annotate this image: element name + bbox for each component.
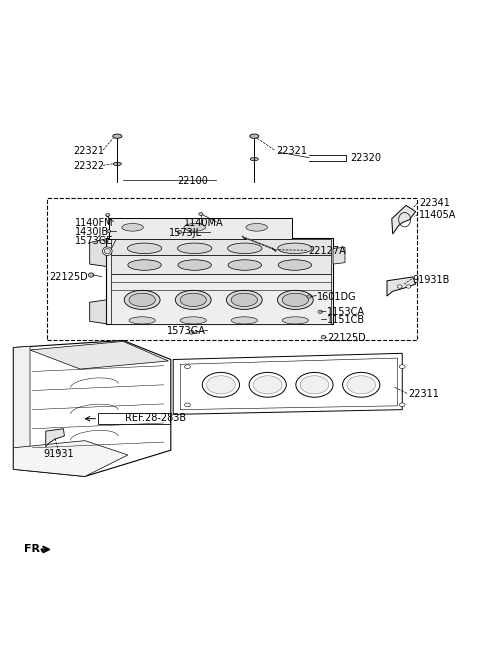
Ellipse shape <box>185 365 191 369</box>
Ellipse shape <box>397 285 402 288</box>
Ellipse shape <box>399 403 405 407</box>
Text: 11405A: 11405A <box>419 210 456 220</box>
Ellipse shape <box>103 247 112 256</box>
Text: 1601DG: 1601DG <box>317 292 357 302</box>
Text: 1573JL: 1573JL <box>169 228 203 238</box>
Ellipse shape <box>88 273 94 277</box>
Ellipse shape <box>189 330 194 334</box>
Polygon shape <box>392 206 416 234</box>
Polygon shape <box>111 273 331 324</box>
Text: 22321: 22321 <box>276 146 307 156</box>
Text: REF.28-283B: REF.28-283B <box>124 413 186 423</box>
Ellipse shape <box>278 260 312 270</box>
Ellipse shape <box>127 243 162 254</box>
Bar <box>47 198 417 340</box>
Polygon shape <box>111 254 331 273</box>
Ellipse shape <box>202 373 240 397</box>
Ellipse shape <box>307 295 312 298</box>
Polygon shape <box>90 300 107 324</box>
Ellipse shape <box>321 335 326 339</box>
Ellipse shape <box>107 230 111 233</box>
Ellipse shape <box>231 317 257 324</box>
Text: FR.: FR. <box>24 544 45 554</box>
Ellipse shape <box>253 376 282 394</box>
Ellipse shape <box>250 158 258 161</box>
Ellipse shape <box>184 223 205 231</box>
Ellipse shape <box>343 373 380 397</box>
Polygon shape <box>13 441 128 476</box>
Text: 22125D: 22125D <box>327 333 366 343</box>
Ellipse shape <box>228 260 262 270</box>
Ellipse shape <box>277 290 313 309</box>
Ellipse shape <box>228 243 262 254</box>
Text: 1140FM: 1140FM <box>75 217 114 227</box>
Polygon shape <box>30 342 168 369</box>
Ellipse shape <box>106 214 110 216</box>
Ellipse shape <box>347 376 375 394</box>
Text: 22322: 22322 <box>73 161 104 171</box>
Ellipse shape <box>399 365 405 369</box>
Ellipse shape <box>250 134 259 139</box>
Text: 1140MA: 1140MA <box>184 217 223 227</box>
Text: 22321: 22321 <box>73 146 104 156</box>
Text: 1573GA: 1573GA <box>167 327 206 336</box>
Polygon shape <box>333 248 345 264</box>
Ellipse shape <box>129 317 156 324</box>
Ellipse shape <box>124 290 160 309</box>
Text: 22100: 22100 <box>177 175 208 185</box>
Ellipse shape <box>246 223 267 231</box>
Polygon shape <box>173 353 402 415</box>
Ellipse shape <box>180 293 206 307</box>
Ellipse shape <box>122 223 144 231</box>
Text: 1430JB: 1430JB <box>75 227 109 237</box>
Polygon shape <box>111 238 331 254</box>
Ellipse shape <box>177 231 181 234</box>
Ellipse shape <box>318 310 323 313</box>
Polygon shape <box>109 217 292 238</box>
Ellipse shape <box>113 134 122 139</box>
Ellipse shape <box>249 373 286 397</box>
Text: 91931B: 91931B <box>413 275 450 285</box>
Ellipse shape <box>206 376 235 394</box>
Polygon shape <box>90 238 107 267</box>
Ellipse shape <box>282 293 309 307</box>
Text: 1151CB: 1151CB <box>327 315 365 325</box>
Ellipse shape <box>227 290 262 309</box>
Polygon shape <box>46 429 64 447</box>
Ellipse shape <box>175 290 211 309</box>
Text: 22311: 22311 <box>408 390 439 399</box>
Polygon shape <box>13 346 30 469</box>
Ellipse shape <box>300 376 329 394</box>
Text: 22127A: 22127A <box>308 246 346 256</box>
Text: 22341: 22341 <box>419 198 450 208</box>
Text: 1153CA: 1153CA <box>327 307 365 317</box>
Ellipse shape <box>128 260 161 270</box>
Ellipse shape <box>178 243 212 254</box>
Ellipse shape <box>113 162 121 166</box>
Ellipse shape <box>180 317 206 324</box>
Ellipse shape <box>199 212 203 215</box>
Polygon shape <box>107 238 333 324</box>
Text: 91931: 91931 <box>43 449 74 459</box>
Ellipse shape <box>185 403 191 407</box>
Ellipse shape <box>104 248 110 254</box>
Ellipse shape <box>129 293 156 307</box>
Ellipse shape <box>406 285 411 288</box>
Ellipse shape <box>178 260 211 270</box>
Ellipse shape <box>296 373 333 397</box>
Polygon shape <box>387 277 416 296</box>
Text: 1573GE: 1573GE <box>75 236 114 246</box>
Ellipse shape <box>231 293 257 307</box>
Text: 22125D: 22125D <box>49 273 88 283</box>
Ellipse shape <box>278 243 312 254</box>
Bar <box>98 413 170 424</box>
Polygon shape <box>13 340 171 476</box>
Ellipse shape <box>282 317 309 324</box>
Text: 22320: 22320 <box>350 153 381 163</box>
